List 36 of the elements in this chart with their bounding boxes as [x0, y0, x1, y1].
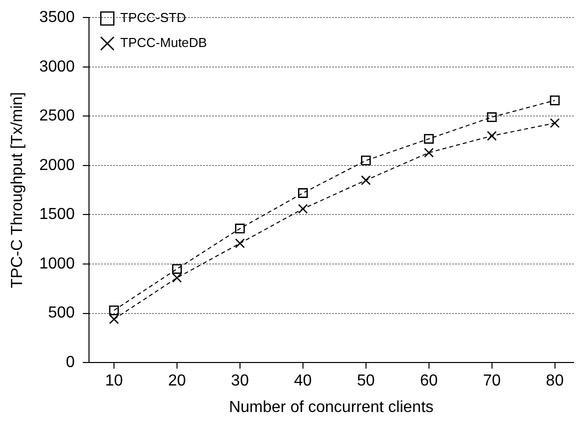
- point: [235, 238, 245, 248]
- point: [235, 224, 245, 234]
- y-tick-label: 500: [48, 304, 75, 322]
- point: [172, 264, 182, 274]
- x-tick-label: 20: [168, 372, 186, 390]
- y-tick-label: 3500: [39, 9, 75, 26]
- point: [298, 204, 308, 214]
- y-tick-label: 3000: [39, 58, 75, 76]
- x-tick-label: 60: [420, 372, 438, 390]
- x-tick-label: 30: [231, 372, 249, 390]
- x-axis-title: Number of concurrent clients: [228, 398, 434, 416]
- legend-label: TPCC-MuteDB: [120, 35, 207, 50]
- y-tick-label: 0: [66, 354, 75, 372]
- x-tick-label: 70: [482, 372, 501, 390]
- point: [109, 314, 119, 324]
- legend-label: TPCC-STD: [120, 10, 186, 26]
- point: [172, 272, 182, 283]
- point: [424, 134, 434, 144]
- y-tick-label: 2500: [39, 108, 75, 125]
- point: [550, 118, 560, 128]
- point: [360, 175, 371, 186]
- point: [486, 112, 497, 122]
- x-tick-label: 50: [356, 372, 375, 390]
- y-tick-label: 1000: [39, 255, 75, 272]
- point: [424, 148, 434, 158]
- x-tick-label: 10: [105, 372, 123, 390]
- point: [360, 156, 371, 166]
- x-tick-label: 80: [546, 372, 564, 390]
- y-axis-title: TPC-C Throughput [Tx/min]: [9, 92, 26, 288]
- y-tick-label: 1500: [39, 206, 75, 224]
- point: [486, 130, 497, 141]
- point: [109, 305, 119, 316]
- point: [298, 188, 308, 198]
- point: [550, 96, 560, 106]
- y-tick-label: 2000: [39, 156, 75, 174]
- x-tick-label: 40: [294, 372, 312, 390]
